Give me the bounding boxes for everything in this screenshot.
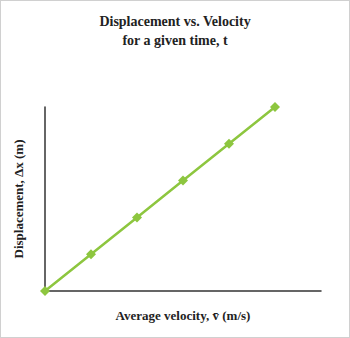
svg-text:for a given time, t: for a given time, t bbox=[122, 33, 227, 48]
svg-text:Displacement, Δx (m): Displacement, Δx (m) bbox=[11, 140, 26, 259]
svg-text:Average velocity, v̄ (m/s): Average velocity, v̄ (m/s) bbox=[116, 308, 251, 323]
svg-text:Displacement vs. Velocity: Displacement vs. Velocity bbox=[99, 14, 250, 29]
